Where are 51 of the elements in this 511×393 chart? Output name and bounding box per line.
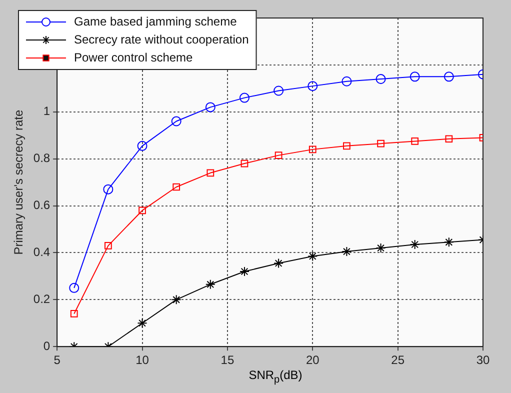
point: [376, 74, 386, 84]
point: [239, 92, 250, 103]
point: [103, 184, 114, 194]
point: [444, 237, 454, 248]
point: [70, 310, 78, 318]
point: [137, 318, 148, 328]
point: [171, 116, 182, 126]
point: [206, 169, 214, 177]
point: [205, 279, 216, 290]
y-tick-label: 0.4: [33, 245, 50, 260]
point: [376, 243, 386, 254]
point: [69, 282, 80, 293]
legend-label: Secrecy rate without cooperation: [74, 32, 249, 46]
x-tick-label: 15: [220, 353, 234, 368]
point: [274, 152, 282, 159]
y-tick-label: 0.2: [33, 292, 50, 306]
point: [239, 266, 250, 276]
y-tick-label: 0: [43, 338, 50, 353]
y-axis-title: Primary user's secrecy rate: [12, 109, 26, 255]
y-tick-label: 0.6: [33, 198, 50, 212]
point: [171, 294, 182, 305]
y-tick-label: 0.8: [33, 151, 50, 166]
point: [445, 135, 453, 143]
point: [104, 242, 112, 250]
point: [137, 140, 148, 151]
point: [240, 160, 248, 168]
point: [343, 142, 350, 150]
x-tick-label: 20: [306, 353, 320, 368]
point: [411, 138, 419, 145]
point: [377, 140, 384, 148]
point: [444, 72, 454, 82]
point: [172, 183, 180, 191]
y-tick-label: 1: [43, 104, 50, 118]
point: [308, 81, 318, 92]
point: [410, 72, 420, 82]
point: [138, 206, 146, 214]
point: [342, 76, 352, 86]
legend-label: Game based jamming scheme: [74, 14, 238, 28]
x-tick-label: 5: [54, 353, 61, 368]
point: [410, 240, 420, 250]
legend-label: Power control scheme: [74, 50, 194, 64]
point: [274, 86, 284, 96]
x-tick-label: 25: [391, 353, 405, 368]
x-tick-label: 10: [136, 353, 150, 368]
point: [274, 258, 284, 268]
x-tick-label: 30: [476, 353, 490, 368]
point: [308, 251, 318, 262]
x-axis-title: SNR$_{p}$(dB): [248, 368, 304, 386]
point: [342, 246, 352, 257]
point: [308, 146, 316, 154]
point: [205, 102, 216, 112]
